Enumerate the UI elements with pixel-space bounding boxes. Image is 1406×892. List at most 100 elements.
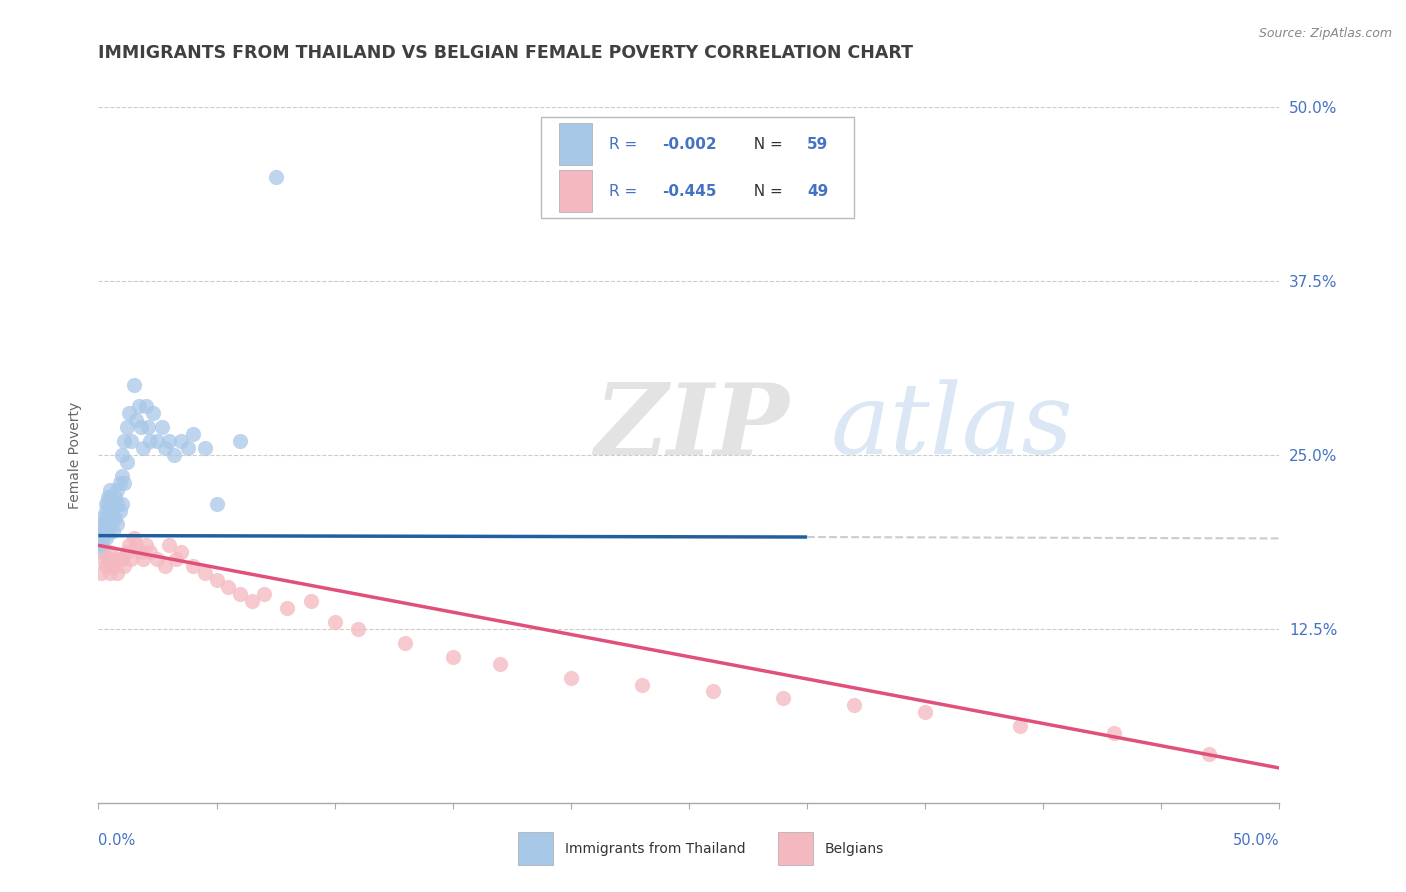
Text: R =: R = [609, 184, 641, 199]
Point [90, 510, 112, 524]
Text: Belgians: Belgians [825, 842, 884, 856]
Point [118, 406, 141, 420]
Point [181, 559, 204, 574]
Point [121, 552, 143, 566]
Point [217, 580, 239, 594]
Point [1008, 719, 1031, 733]
Point [702, 684, 724, 698]
Point [914, 706, 936, 720]
Point [104, 510, 127, 524]
Point [108, 475, 131, 490]
Point [772, 691, 794, 706]
Point [105, 517, 128, 532]
Bar [560, 123, 592, 165]
Point [91, 552, 114, 566]
Text: -0.002: -0.002 [662, 136, 717, 152]
Point [132, 441, 155, 455]
Point [630, 677, 652, 691]
Point [118, 538, 141, 552]
Point [108, 503, 131, 517]
Point [276, 601, 298, 615]
Point [194, 441, 217, 455]
Point [98, 517, 121, 532]
Point [98, 566, 121, 581]
Point [157, 538, 180, 552]
Point [94, 510, 117, 524]
Point [111, 468, 134, 483]
Point [101, 510, 124, 524]
Point [170, 434, 193, 448]
Text: N =: N = [744, 136, 789, 152]
Point [139, 545, 162, 559]
Point [104, 490, 127, 504]
Point [560, 671, 582, 685]
Point [135, 399, 157, 413]
Point [146, 434, 169, 448]
Point [394, 636, 416, 650]
Text: IMMIGRANTS FROM THAILAND VS BELGIAN FEMALE POVERTY CORRELATION CHART: IMMIGRANTS FROM THAILAND VS BELGIAN FEMA… [98, 45, 914, 62]
Point [115, 420, 138, 434]
Point [91, 524, 114, 539]
Point [163, 448, 186, 462]
Bar [778, 832, 813, 865]
Point [132, 552, 155, 566]
Point [205, 573, 228, 587]
Point [150, 420, 173, 434]
Point [299, 594, 322, 608]
Text: 49: 49 [807, 184, 828, 199]
Point [90, 566, 112, 581]
Point [441, 649, 464, 664]
Text: atlas: atlas [831, 379, 1073, 475]
Point [177, 441, 200, 455]
Point [323, 615, 346, 629]
Point [94, 497, 117, 511]
Point [229, 587, 252, 601]
Point [97, 490, 120, 504]
Point [121, 434, 143, 448]
Point [98, 545, 121, 559]
Point [205, 497, 228, 511]
Point [125, 538, 148, 552]
Point [97, 524, 120, 539]
Point [240, 594, 263, 608]
Point [229, 434, 252, 448]
FancyBboxPatch shape [541, 118, 855, 219]
Point [157, 434, 180, 448]
Point [98, 503, 121, 517]
Text: 0.0%: 0.0% [98, 833, 135, 848]
Text: Source: ZipAtlas.com: Source: ZipAtlas.com [1258, 27, 1392, 40]
Point [111, 497, 134, 511]
Point [115, 545, 138, 559]
Point [94, 524, 117, 539]
Point [1102, 726, 1125, 740]
Point [91, 517, 114, 532]
Point [128, 399, 150, 413]
Point [489, 657, 512, 671]
Point [111, 552, 134, 566]
Point [139, 434, 162, 448]
Bar [517, 832, 553, 865]
Point [153, 441, 176, 455]
Point [111, 448, 134, 462]
Point [1198, 747, 1220, 761]
Point [129, 545, 152, 559]
Point [115, 455, 138, 469]
Text: -0.445: -0.445 [662, 184, 716, 199]
Point [170, 545, 193, 559]
Text: R =: R = [609, 136, 641, 152]
Point [112, 434, 135, 448]
Point [194, 566, 217, 581]
Point [101, 559, 124, 574]
Point [104, 552, 127, 566]
Point [136, 420, 159, 434]
Point [105, 497, 128, 511]
Point [264, 169, 287, 184]
Point [94, 532, 117, 546]
Point [90, 524, 112, 539]
Point [94, 559, 117, 574]
Point [122, 378, 145, 392]
Bar [560, 170, 592, 212]
Point [146, 552, 169, 566]
Point [165, 552, 187, 566]
Point [129, 420, 152, 434]
